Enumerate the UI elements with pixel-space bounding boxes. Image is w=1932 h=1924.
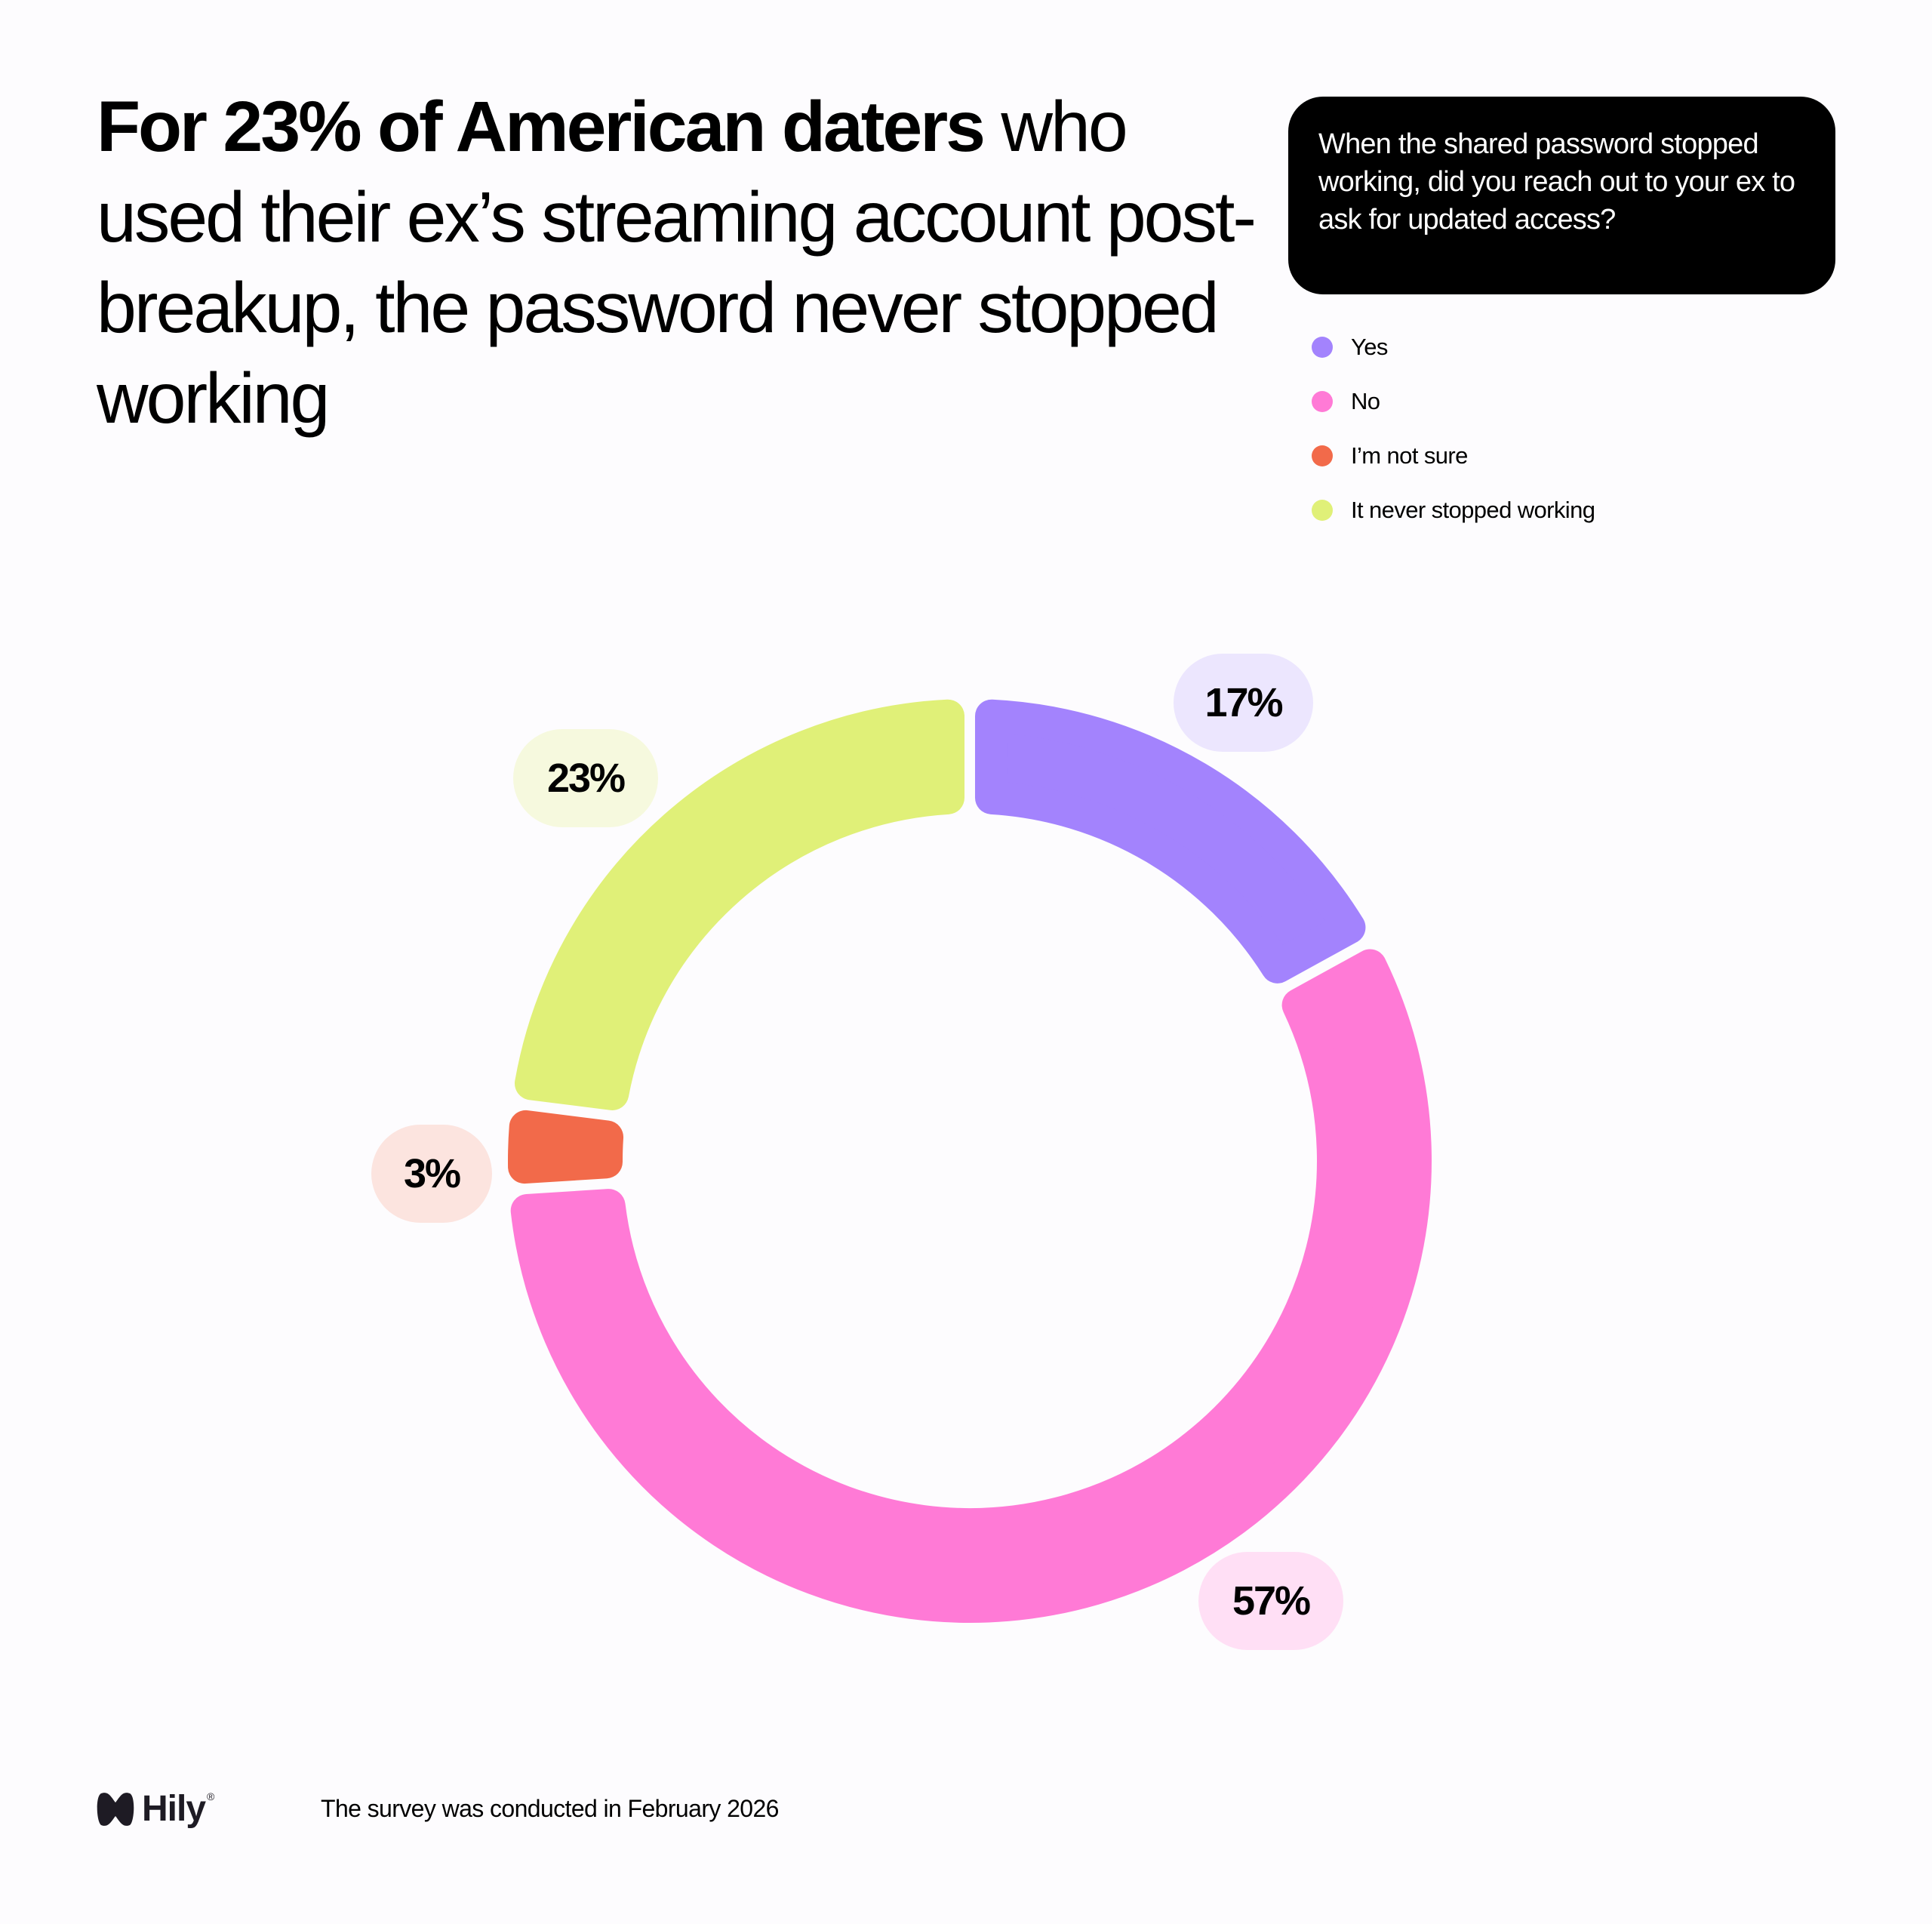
legend-item-yes: Yes	[1312, 332, 1595, 362]
data-label-yes: 17%	[1174, 654, 1313, 752]
legend-dot-never-stopped-icon	[1312, 500, 1333, 521]
legend-label: It never stopped working	[1351, 497, 1595, 523]
legend-item-never-stopped: It never stopped working	[1312, 495, 1595, 525]
donut-segment-no	[510, 949, 1432, 1623]
question-box: When the shared password stopped working…	[1288, 97, 1835, 294]
legend-label: No	[1351, 388, 1380, 414]
legend-dot-no-icon	[1312, 391, 1333, 412]
legend-item-not-sure: I’m not sure	[1312, 441, 1595, 471]
brand-name: Hily	[142, 1789, 206, 1829]
data-label-never-stopped-value: 23%	[546, 756, 626, 801]
donut-segment-yes	[974, 699, 1366, 984]
data-label-not-sure-value: 3%	[403, 1151, 461, 1196]
headline: For 23% of American daters who used thei…	[97, 82, 1274, 444]
data-label-no: 57%	[1198, 1552, 1343, 1650]
legend-label: I’m not sure	[1351, 442, 1468, 469]
chart-legend: Yes No I’m not sure It never stopped wor…	[1312, 332, 1595, 549]
donut-segment-never-stopped	[514, 699, 965, 1110]
question-text: When the shared password stopped working…	[1318, 128, 1795, 235]
hily-logo-icon	[97, 1793, 134, 1826]
hily-logo: Hily ®	[97, 1790, 214, 1828]
registered-mark: ®	[207, 1790, 215, 1802]
donut-segments	[508, 699, 1432, 1623]
data-label-not-sure: 3%	[371, 1125, 492, 1223]
headline-emphasis: For 23% of American daters	[97, 87, 986, 167]
donut-segment-not-sure	[508, 1110, 624, 1184]
legend-dot-yes-icon	[1312, 337, 1333, 358]
data-label-never-stopped: 23%	[513, 729, 658, 827]
data-label-no-value: 57%	[1232, 1578, 1311, 1624]
legend-label: Yes	[1351, 334, 1388, 360]
legend-item-no: No	[1312, 386, 1595, 417]
legend-dot-not-sure-icon	[1312, 445, 1333, 466]
survey-note: The survey was conducted in February 202…	[321, 1795, 779, 1822]
headline-rest: who used their ex’s streaming account po…	[97, 87, 1257, 439]
data-label-yes-value: 17%	[1204, 680, 1283, 725]
